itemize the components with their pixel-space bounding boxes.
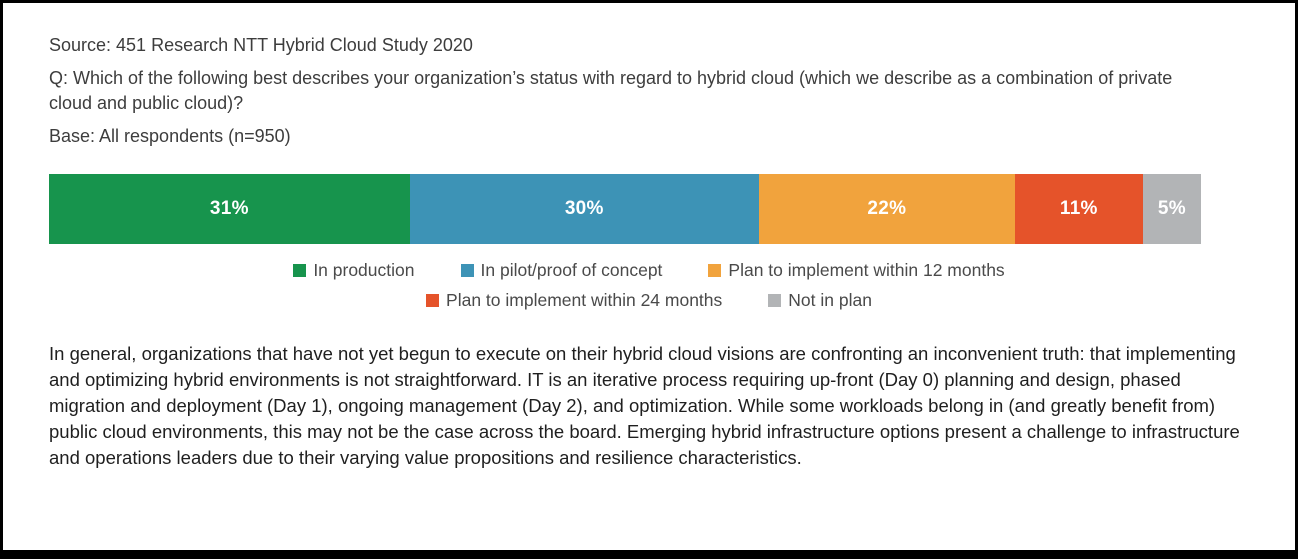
legend-label: Plan to implement within 24 months bbox=[446, 290, 723, 311]
bar-segment-value-label: 5% bbox=[1157, 198, 1186, 220]
bar-segment-value-label: 30% bbox=[564, 198, 604, 220]
bar-segment-plan-12-months: 22% bbox=[758, 174, 1015, 245]
bar-segment-not-in-plan: 5% bbox=[1142, 174, 1202, 245]
chart-legend: In production In pilot/proof of concept … bbox=[49, 260, 1249, 311]
legend-row-1: In production In pilot/proof of concept … bbox=[49, 260, 1249, 281]
legend-label: In pilot/proof of concept bbox=[480, 260, 663, 281]
legend-item-plan-24-months: Plan to implement within 24 months bbox=[426, 290, 722, 311]
stacked-bar-chart: 31% 30% 22% 11% 5% bbox=[49, 174, 1202, 245]
legend-label: Not in plan bbox=[788, 290, 872, 311]
legend-item-pilot-proof-of-concept: In pilot/proof of concept bbox=[460, 260, 663, 281]
legend-swatch-icon bbox=[708, 264, 722, 278]
bar-segment-plan-24-months: 11% bbox=[1014, 174, 1143, 245]
legend-item-plan-12-months: Plan to implement within 12 months bbox=[708, 260, 1005, 281]
bar-segment-in-production: 31% bbox=[49, 174, 410, 245]
legend-label: In production bbox=[313, 260, 415, 281]
legend-label: Plan to implement within 12 months bbox=[728, 260, 1005, 281]
bar-segment-value-label: 22% bbox=[867, 198, 907, 220]
legend-swatch-icon bbox=[293, 264, 307, 278]
legend-swatch-icon bbox=[460, 264, 474, 278]
legend-swatch-icon bbox=[768, 294, 782, 308]
bar-segment-value-label: 11% bbox=[1059, 198, 1098, 220]
legend-item-in-production: In production bbox=[293, 260, 415, 281]
commentary-paragraph: In general, organizations that have not … bbox=[49, 343, 1240, 468]
legend-row-2: Plan to implement within 24 months Not i… bbox=[49, 290, 1249, 311]
legend-swatch-icon bbox=[426, 294, 440, 308]
bar-segment-value-label: 31% bbox=[209, 198, 249, 220]
base-line: Base: All respondents (n=950) bbox=[49, 125, 291, 146]
legend-item-not-in-plan: Not in plan bbox=[768, 290, 872, 311]
source-line: Source: 451 Research NTT Hybrid Cloud St… bbox=[49, 35, 473, 55]
bar-segment-pilot-proof-of-concept: 30% bbox=[409, 174, 759, 245]
question-line: Q: Which of the following best describes… bbox=[49, 68, 1173, 113]
